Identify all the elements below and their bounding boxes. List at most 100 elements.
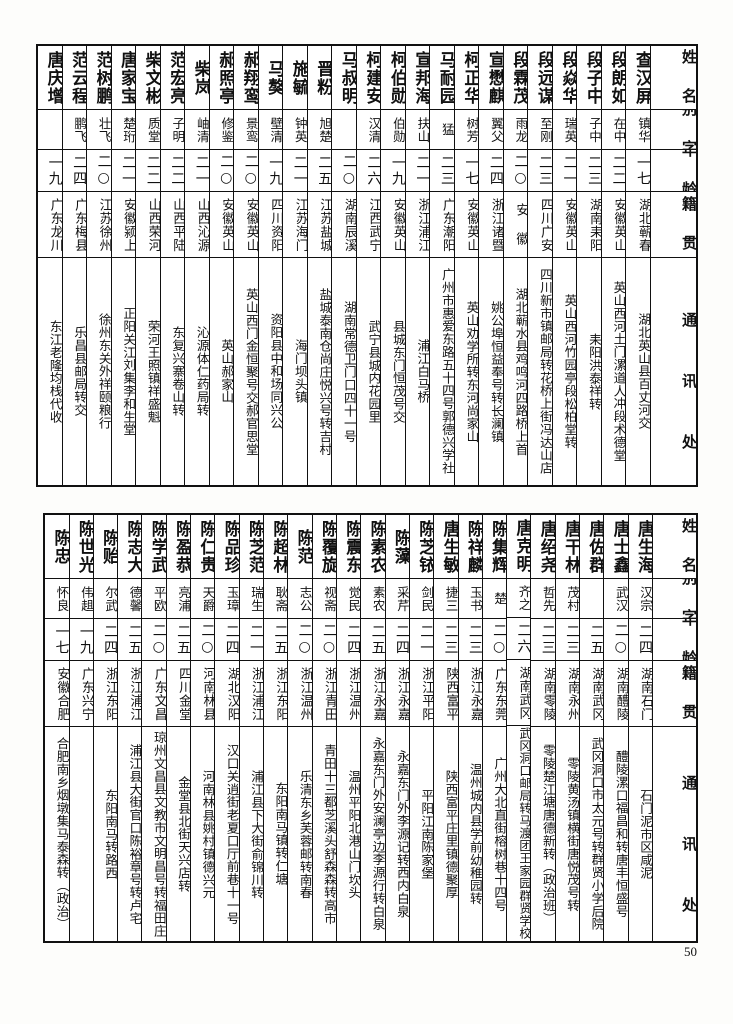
record-name: 晋粉: [307, 46, 332, 110]
record-age: 二五: [580, 619, 604, 661]
record-address: 温州平阳北港山门坎头: [346, 769, 361, 899]
record-origin: 安徽英山: [381, 192, 405, 258]
header-label-origin: 籍 贯: [651, 192, 696, 258]
record-origin: 湖北蕲春: [626, 192, 650, 258]
record-name: 唐庆增: [38, 46, 62, 110]
record-address: 湖南常德卫门口四十一号: [341, 300, 356, 443]
record-address: 英山郝家山: [219, 339, 234, 404]
record-age: 二四: [215, 619, 239, 661]
record-name: 陈学武: [142, 515, 166, 579]
roster-record-column: 陈藻 采芹 二四 浙江永嘉 永嘉东门外李源记转西内白泉: [384, 515, 409, 941]
record-alias: 扶山: [405, 110, 430, 150]
record-address: 县城东门恒茂号交: [390, 319, 405, 424]
record-address: 徐州东关外祥颐粮行: [96, 313, 111, 430]
header-label-age: 年 龄: [653, 619, 696, 661]
record-age: 一七: [626, 150, 650, 192]
record-name: 柯建安: [356, 46, 381, 110]
record-alias: 志公: [288, 579, 312, 619]
record-origin: 浙江东阳: [264, 661, 288, 727]
record-origin: 安 徽: [503, 192, 528, 258]
roster-table-top: 姓 名别 字年 龄籍 贯通 讯 处查汉屏 镇华 一七 湖北蕲春 湖北英山县百丈河交 段朗如…: [36, 44, 698, 487]
roster-record-column: 唐绍尧 哲先 二三 湖南零陵 零陵楚江塘唐德新转（政治班）: [530, 515, 555, 941]
roster-record-column: 施毓 钟英 二一 江苏海门 海门坝头镇: [282, 46, 307, 485]
roster-record-column: 段子中 子中 二三 湖南耒阳 耒阳洪泰祥转: [576, 46, 601, 485]
record-age: 二一: [239, 619, 263, 661]
record-address: 乐清东乡芙蓉邮转南春: [297, 769, 312, 899]
record-alias: [580, 579, 604, 619]
record-address: 醴陵漯口福昌和转唐丰恒盛号: [613, 750, 628, 918]
record-origin: 湖南永州: [555, 661, 580, 727]
record-age: 二一: [552, 150, 577, 192]
record-address: 浦江白马桥: [415, 339, 430, 404]
record-age: 二○: [332, 150, 356, 192]
roster-record-column: 唐生敏 捷三 二三 陕西富平 陕西富平庄里镇德聚厚: [433, 515, 458, 941]
record-age: 二三: [531, 619, 555, 661]
record-alias: 素农: [361, 579, 385, 619]
record-age: 二○: [312, 619, 336, 661]
record-age: 二一: [283, 150, 307, 192]
record-address: 石门泥市区咸泥: [638, 788, 652, 880]
record-alias: 捷三: [434, 579, 458, 619]
roster-record-column: 宣邦海 扶山 二一 浙江浦江 浦江白马桥: [404, 46, 430, 485]
roster-record-column: 范树鹏 壮飞 二○ 江苏徐州 徐州东关外祥颐粮行: [86, 46, 111, 485]
page-number: 50: [684, 944, 697, 959]
record-address: 耒阳洪泰祥转: [586, 332, 601, 411]
record-age: 二五: [166, 619, 191, 661]
record-address: 资阳县中和场同兴公: [268, 313, 283, 430]
record-origin: 浙江诸暨: [479, 192, 503, 258]
record-age: 二四: [93, 619, 118, 661]
roster-record-column: 段朗如 在中 二二 安徽英山 英山西河土门漯道人冲段术德堂: [600, 46, 626, 485]
roster-record-column: 唐生海 汉宗 二四 湖南石门 石门泥市区咸泥: [627, 515, 652, 941]
record-age: 二○: [142, 619, 166, 661]
record-address: 浦江县下大街俞锦川转: [249, 769, 263, 899]
record-name: 柯正华: [454, 46, 479, 110]
record-name: 唐生海: [628, 515, 652, 579]
record-age: 二一: [409, 619, 434, 661]
record-name: 陈祥麟: [458, 515, 482, 579]
roster-record-column: 陈芝铱 剑民 二一 浙江平阳 平阳江南陈家堡: [408, 515, 434, 941]
record-name: 宣邦海: [405, 46, 430, 110]
record-name: 唐家宝: [111, 46, 136, 110]
record-address: 英山西门金恒聚号交郝官思堂: [243, 287, 258, 456]
record-alias: 树芳: [454, 110, 479, 150]
record-age: 一九: [381, 150, 405, 192]
record-name: 陈覆旋: [312, 515, 336, 579]
roster-record-column: 唐庆增 一九 广东龙川 东江老隆均栈代收: [38, 46, 62, 485]
record-address: 零陵楚江塘唐德新转（政治班）: [540, 743, 555, 925]
record-address: [70, 727, 93, 941]
roster-record-column: 陈贻 尔武 二四 浙江东阳 东阳南马转路西: [92, 515, 118, 941]
record-name: 陈志大: [118, 515, 142, 579]
record-age: 二二: [136, 150, 160, 192]
record-name: 陈世光: [69, 515, 93, 579]
record-address: 盐城泰南仓尚庄悦兴号转吉村: [317, 287, 332, 456]
record-age: 二二: [160, 150, 185, 192]
record-origin: 陕西富平: [434, 661, 458, 727]
record-alias: 旭楚: [307, 110, 332, 150]
column-header-legend: 姓 名别 字年 龄籍 贯通 讯 处: [652, 515, 696, 941]
record-origin: 广东梅县: [62, 192, 87, 258]
roster-record-column: 陈世光 伟趄 一九 广东兴宁: [68, 515, 93, 941]
record-age: 二六: [356, 150, 381, 192]
record-address: 东阳南马转路西: [103, 788, 118, 880]
record-address: 温州城内县学前幼稚园转: [467, 763, 482, 905]
record-alias: 楚珩: [111, 110, 136, 150]
record-age: 二四: [62, 150, 87, 192]
record-alias: 楚: [482, 579, 507, 619]
roster-record-column: 柯建安 汉清 二六 江西武宁 武宁县城内花园里: [355, 46, 381, 485]
record-alias: 镇华: [626, 110, 650, 150]
record-origin: 江苏海门: [283, 192, 307, 258]
record-origin: 安徽英山: [209, 192, 234, 258]
record-address: 永嘉东门外李源记转西内白泉: [394, 750, 409, 918]
record-age: 二五: [361, 619, 385, 661]
record-address: 东复兴寨卷山转: [170, 326, 185, 417]
record-age: 二三: [577, 150, 601, 192]
roster-record-column: 陈超林 耿斋 二五 浙江东阳 东阳南马镇转仁塘: [263, 515, 288, 941]
record-address: 河南林县姚村镇德兴元: [200, 769, 215, 899]
record-name: 马獒: [258, 46, 283, 110]
record-age: 二三: [458, 619, 482, 661]
record-origin: 湖北汉阳: [215, 661, 239, 727]
roster-record-column: 段远谋 至刚 二三 四川广安 四川新市镇邮局转花桥上街冯达山店: [527, 46, 552, 485]
record-alias: 岫清: [185, 110, 209, 150]
record-age: 二一: [111, 150, 136, 192]
